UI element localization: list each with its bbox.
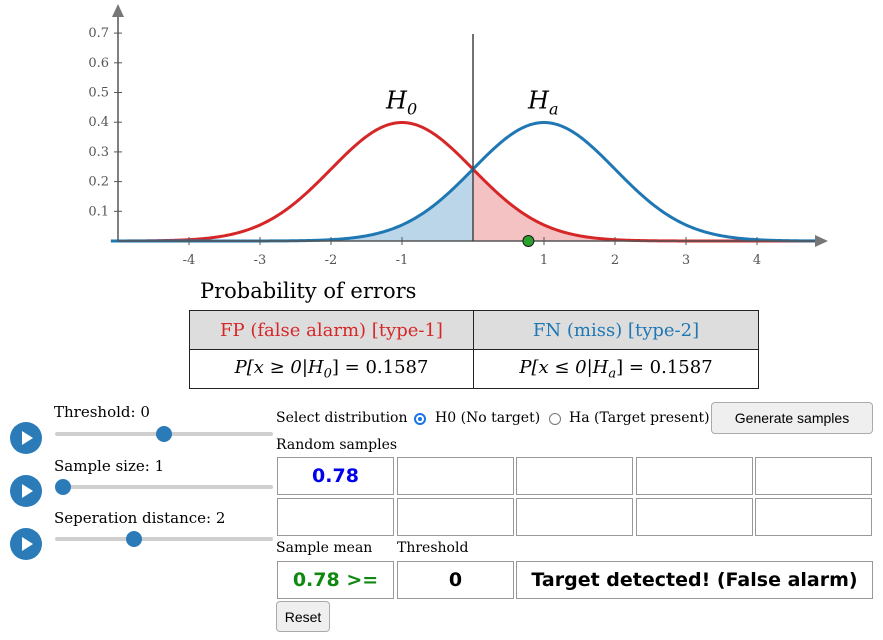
x-tick-label: -4	[183, 253, 196, 268]
y-tick-label: 0.5	[88, 86, 109, 101]
x-ticks: -4 -3 -2 -1 1 2 3 4	[183, 237, 761, 268]
sample-size-slider-knob[interactable]	[55, 479, 71, 495]
fn-header: FN (miss) [type-2]	[473, 310, 759, 350]
threshold-play-button[interactable]	[10, 422, 42, 454]
y-axis-arrow-icon	[112, 4, 124, 17]
threshold-heading: Threshold	[397, 540, 469, 556]
sample-cell	[516, 498, 633, 536]
threshold-control: Threshold: 0	[0, 402, 275, 457]
fp-formula: P[x ≥ 0|H0] = 0.1587	[189, 349, 474, 389]
distribution-chart: -4 -3 -2 -1 1 2 3 4 0.1 0.2 0.3 0.4 0.5 0.6 0.7 H0 Ha	[88, 4, 828, 268]
x-tick-label: -3	[254, 253, 267, 268]
sample-size-slider[interactable]	[55, 485, 273, 489]
threshold-value: 0	[397, 561, 514, 599]
sample-cell	[397, 457, 514, 495]
generate-samples-button[interactable]: Generate samples	[711, 402, 873, 434]
radio-ha[interactable]	[549, 413, 561, 425]
y-tick-label: 0.2	[88, 175, 109, 190]
sample-cell	[277, 498, 394, 536]
sample-cell	[636, 457, 753, 495]
y-tick-label: 0.1	[88, 204, 109, 219]
y-tick-label: 0.7	[88, 26, 109, 41]
x-tick-label: -1	[396, 253, 409, 268]
fp-header: FP (false alarm) [type-1]	[189, 310, 474, 350]
y-tick-label: 0.6	[88, 56, 109, 71]
separation-slider[interactable]	[55, 537, 273, 541]
sample-cell	[397, 498, 514, 536]
separation-slider-knob[interactable]	[125, 531, 142, 547]
separation-play-button[interactable]	[10, 528, 42, 560]
sample-cell	[636, 498, 753, 536]
errors-table: FP (false alarm) [type-1] FN (miss) [typ…	[189, 310, 759, 389]
y-tick-label: 0.3	[88, 145, 109, 160]
sample-mean-label: Sample mean	[276, 540, 373, 556]
fn-area	[110, 169, 474, 241]
radio-h0-label[interactable]: H0 (No target)	[435, 410, 541, 426]
sample-size-play-button[interactable]	[10, 475, 42, 507]
select-distribution-label: Select distribution	[276, 410, 408, 426]
threshold-label: Threshold: 0	[54, 403, 150, 421]
y-ticks: 0.1 0.2 0.3 0.4 0.5 0.6 0.7	[88, 26, 122, 219]
fp-area	[473, 169, 821, 241]
sample-size-control: Sample size: 1	[0, 456, 275, 511]
x-tick-label: 4	[753, 253, 761, 268]
error-shading	[110, 169, 821, 241]
fn-formula: P[x ≤ 0|Ha] = 0.1587	[473, 349, 759, 389]
sample-cell	[755, 498, 872, 536]
sample-cell: 0.78	[277, 457, 394, 495]
x-axis-arrow-icon	[815, 235, 828, 247]
x-tick-label: 2	[611, 253, 619, 268]
x-tick-label: 1	[540, 253, 548, 268]
reset-button[interactable]: Reset	[276, 601, 330, 632]
sample-mean-value: 0.78 >=	[277, 561, 394, 599]
sample-cell	[516, 457, 633, 495]
radio-h0[interactable]	[414, 413, 426, 425]
y-tick-label: 0.4	[88, 115, 109, 130]
separation-label: Seperation distance: 2	[54, 509, 226, 527]
x-tick-label: 3	[682, 253, 690, 268]
sample-size-label: Sample size: 1	[54, 457, 165, 475]
ha-label: Ha	[527, 87, 558, 119]
detection-result: Target detected! (False alarm)	[516, 561, 873, 599]
errors-title: Probability of errors	[200, 279, 417, 303]
threshold-slider-knob[interactable]	[156, 426, 172, 442]
sample-point	[522, 235, 535, 247]
random-samples-label: Random samples	[276, 437, 398, 453]
sample-cell	[755, 457, 872, 495]
separation-control: Seperation distance: 2	[0, 508, 275, 563]
x-tick-label: -2	[325, 253, 338, 268]
h0-label: H0	[385, 87, 417, 119]
radio-ha-label[interactable]: Ha (Target present)	[569, 410, 710, 426]
